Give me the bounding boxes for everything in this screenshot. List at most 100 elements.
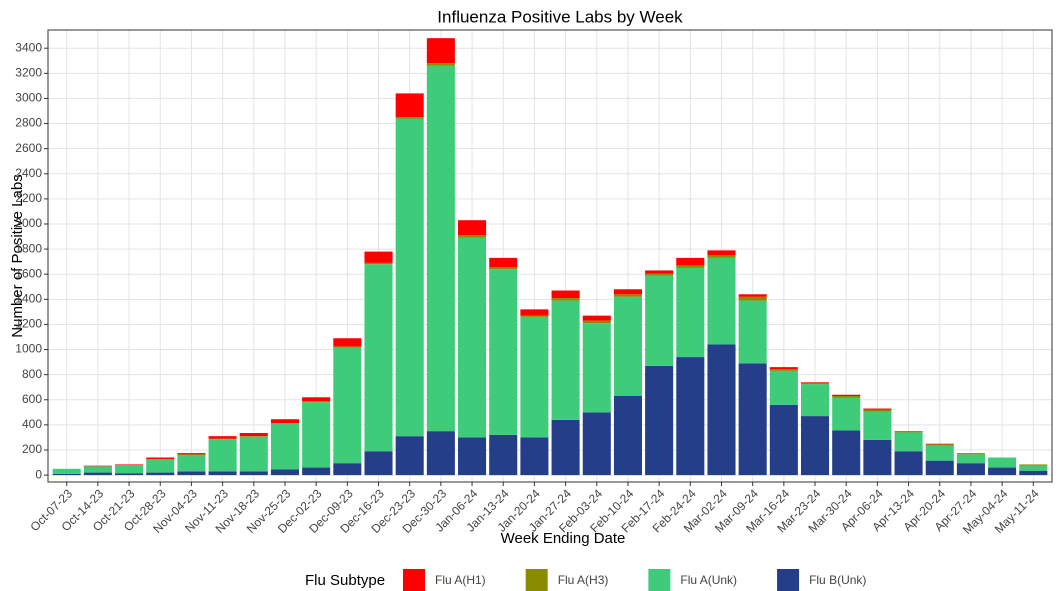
bar-segment	[520, 309, 549, 316]
bar-segment	[801, 382, 830, 383]
bar-segment	[458, 220, 487, 236]
bar-segment	[395, 93, 424, 118]
bar-segment	[146, 459, 175, 473]
bar-segment	[239, 436, 268, 437]
bar-segment	[270, 419, 299, 423]
legend-label: Flu A(H1)	[435, 573, 486, 587]
bar-segment	[83, 466, 112, 473]
bar-segment	[956, 463, 985, 476]
bar-segment	[115, 473, 144, 476]
bar-segment	[395, 436, 424, 476]
y-tick-label: 2400	[15, 166, 42, 180]
legend-key	[777, 569, 800, 591]
bar-segment	[707, 255, 736, 258]
bar-segment	[894, 431, 923, 433]
plot-border	[47, 29, 1053, 483]
bar-segment	[894, 432, 923, 452]
bar-segment	[333, 346, 362, 348]
bar-segment	[364, 451, 393, 476]
bar-segment	[613, 395, 642, 476]
bar-segment	[707, 344, 736, 476]
bar-segment	[520, 437, 549, 476]
y-tick-label: 1800	[15, 241, 42, 255]
bar-segment	[925, 445, 954, 461]
bar-segment	[270, 469, 299, 476]
bar-segment	[239, 433, 268, 437]
legend-label: Flu B(Unk)	[809, 573, 866, 587]
y-tick-label: 600	[22, 392, 42, 406]
bar-segment	[52, 473, 81, 476]
bar-segment	[177, 471, 206, 476]
y-tick-label: 3200	[15, 65, 42, 79]
bar-segment	[613, 289, 642, 295]
bar-segment	[769, 370, 798, 405]
bar-segment	[426, 431, 455, 476]
bar-segment	[115, 464, 144, 466]
bar-segment	[489, 267, 518, 270]
bar-segment	[239, 436, 268, 472]
bar-segment	[894, 451, 923, 476]
bar-segment	[582, 320, 611, 324]
bar-segment	[707, 257, 736, 345]
bar-segment	[302, 397, 331, 402]
bar-segment	[832, 430, 861, 476]
y-tick-label: 1200	[15, 317, 42, 331]
bar-segment	[801, 382, 830, 385]
y-tick-label: 2800	[15, 116, 42, 130]
bar-segment	[832, 397, 861, 431]
bar-segment	[333, 463, 362, 476]
y-tick-label: 2600	[15, 141, 42, 155]
chart-title: Influenza Positive Labs by Week	[437, 7, 683, 26]
bar-segment	[988, 467, 1017, 476]
bar-segment	[177, 453, 206, 455]
bar-segment	[707, 250, 736, 256]
bar-segment	[738, 294, 767, 297]
bar-segment	[520, 316, 549, 438]
bar-segment	[832, 394, 861, 396]
bar-segment	[208, 471, 237, 476]
bar-segment	[208, 436, 237, 439]
bar-segment	[489, 257, 518, 268]
bar-segment	[177, 455, 206, 472]
y-tick-label: 0	[35, 467, 42, 481]
y-tick-label: 1000	[15, 342, 42, 356]
y-tick-label: 3400	[15, 40, 42, 54]
bar-segment	[645, 275, 674, 366]
y-tick-label: 200	[22, 442, 42, 456]
bar-segment	[832, 395, 861, 398]
bar-segment	[426, 38, 455, 64]
legend-key	[648, 569, 671, 591]
bar-segment	[801, 416, 830, 476]
bar-segment	[489, 269, 518, 435]
bar-segment	[925, 443, 954, 445]
bar-segment	[302, 402, 331, 468]
bar-segment	[551, 300, 580, 420]
bar-segment	[582, 412, 611, 476]
bar-segment	[395, 118, 424, 437]
bar-segment	[270, 423, 299, 470]
legend-key	[403, 569, 425, 591]
bar-segment	[645, 273, 674, 276]
bar-segment	[302, 401, 331, 403]
bar-segment	[1019, 464, 1048, 466]
bar-segment	[676, 267, 705, 358]
y-tick-label: 1600	[15, 266, 42, 280]
bar-segment	[1019, 465, 1048, 471]
bar-segment	[364, 262, 393, 265]
legend-key	[525, 569, 548, 591]
bar-segment	[645, 270, 674, 274]
bar-segment	[146, 457, 175, 460]
legend-label: Flu A(Unk)	[680, 573, 737, 587]
bar-segment	[208, 439, 237, 472]
bar-segment	[738, 363, 767, 476]
bar-segment	[894, 431, 923, 432]
bar-segment	[613, 294, 642, 297]
bar-segment	[364, 251, 393, 263]
bar-segment	[395, 117, 424, 119]
y-tick-label: 2200	[15, 191, 42, 205]
bar-segment	[738, 296, 767, 301]
y-axis-title: Number of Positive Labs	[9, 174, 26, 337]
bar-segment	[769, 404, 798, 476]
bar-segment	[115, 465, 144, 474]
